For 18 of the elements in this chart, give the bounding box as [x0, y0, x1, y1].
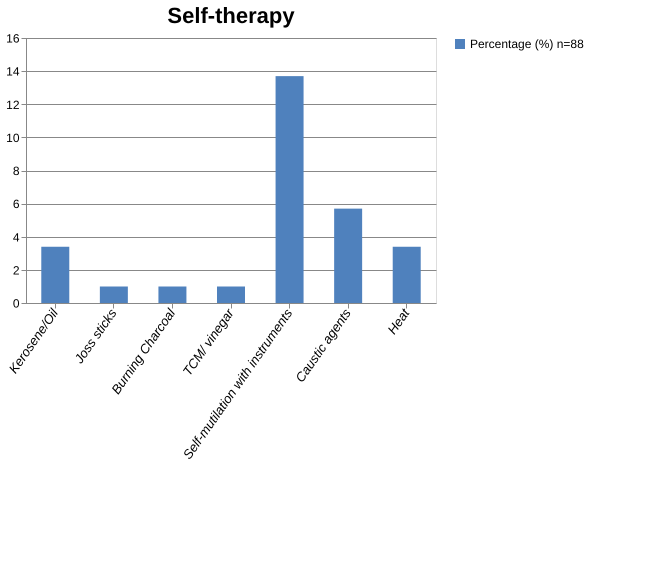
y-tick-label: 2	[12, 263, 20, 278]
bar	[217, 286, 245, 303]
y-tick-label: 10	[6, 130, 20, 145]
bar	[100, 286, 128, 303]
bar	[41, 246, 70, 303]
y-tick-label: 14	[6, 64, 20, 79]
legend-label: Percentage (%) n=88	[470, 37, 584, 51]
bar	[276, 76, 304, 303]
y-tick-label: 6	[12, 197, 20, 212]
bar	[158, 286, 186, 303]
y-tick-label: 0	[12, 296, 20, 310]
bar	[392, 246, 421, 303]
y-tick-label: 16	[6, 32, 20, 46]
y-tick-label: 8	[12, 164, 20, 178]
y-tick-label: 12	[6, 98, 20, 112]
bar	[334, 208, 362, 303]
chart-title: Self-therapy	[167, 3, 296, 28]
y-tick-label: 4	[12, 230, 20, 244]
